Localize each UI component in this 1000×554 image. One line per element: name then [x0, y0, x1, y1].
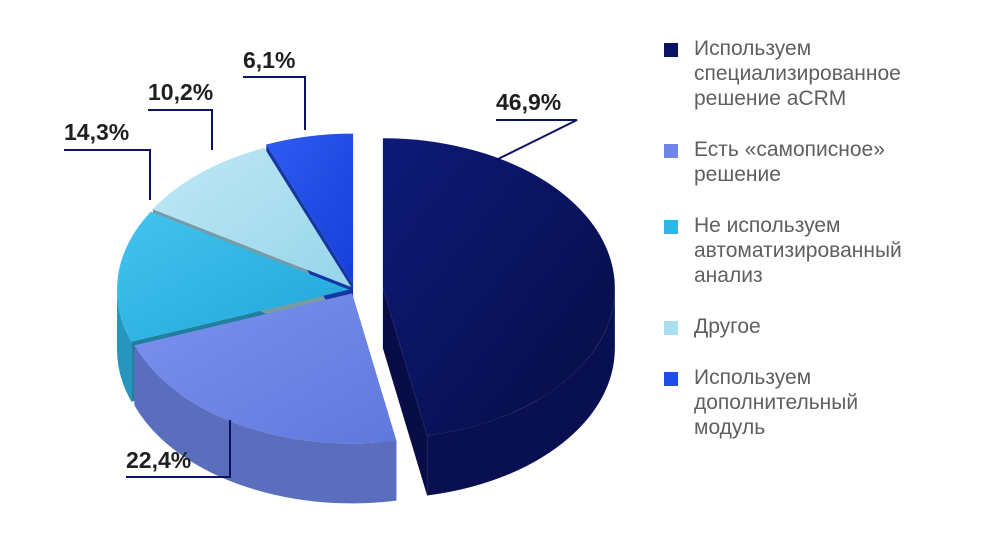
- pie-slice-2: [117, 211, 350, 342]
- legend-label-2: Не используем автоматизированный анализ: [694, 214, 902, 287]
- pie-slice-0: [382, 138, 615, 436]
- data-label-0: 46,9%: [496, 89, 561, 115]
- legend-label-3: Другое: [694, 315, 761, 338]
- legend-item-1: Есть «самописное» решение: [664, 137, 994, 187]
- data-label-3: 10,2%: [148, 79, 213, 105]
- legend-item-3: Другое: [664, 314, 994, 339]
- leader-line-2: [64, 149, 151, 200]
- leader-line-4: [243, 76, 306, 130]
- legend-swatch-4: [664, 372, 678, 386]
- leader-line-3: [148, 109, 213, 150]
- data-label-4: 6,1%: [243, 47, 295, 73]
- leader-line-1: [126, 420, 231, 478]
- legend-swatch-2: [664, 220, 678, 234]
- pie-slice-1: [134, 293, 397, 444]
- legend-swatch-0: [664, 43, 678, 57]
- legend-item-0: Используем специализированное решение aC…: [664, 36, 994, 111]
- legend-label-4: Используем дополнительный модуль: [694, 366, 859, 439]
- data-label-2: 14,3%: [64, 119, 129, 145]
- legend-label-0: Используем специализированное решение aC…: [694, 37, 901, 110]
- leader-line-0: [495, 119, 578, 161]
- data-label-1: 22,4%: [126, 447, 191, 473]
- legend-item-2: Не используем автоматизированный анализ: [664, 213, 994, 288]
- pie-slice-3: [152, 147, 352, 288]
- legend-item-4: Используем дополнительный модуль: [664, 365, 994, 440]
- label-layer: 46,9% 22,4% 14,3% 10,2% 6,1%: [64, 47, 578, 478]
- legend-label-1: Есть «самописное» решение: [694, 138, 885, 186]
- legend-swatch-3: [664, 321, 678, 335]
- pie-layer: [117, 133, 615, 504]
- pie-slice-cut-0-1: [382, 288, 428, 496]
- legend-swatch-1: [664, 144, 678, 158]
- pie-slice-side-2: [117, 289, 132, 402]
- pie-slice-side-1: [134, 345, 397, 504]
- pie-slice-side-0: [427, 288, 615, 496]
- legend: Используем специализированное решение aC…: [664, 36, 994, 466]
- pie-slice-4: [266, 133, 354, 284]
